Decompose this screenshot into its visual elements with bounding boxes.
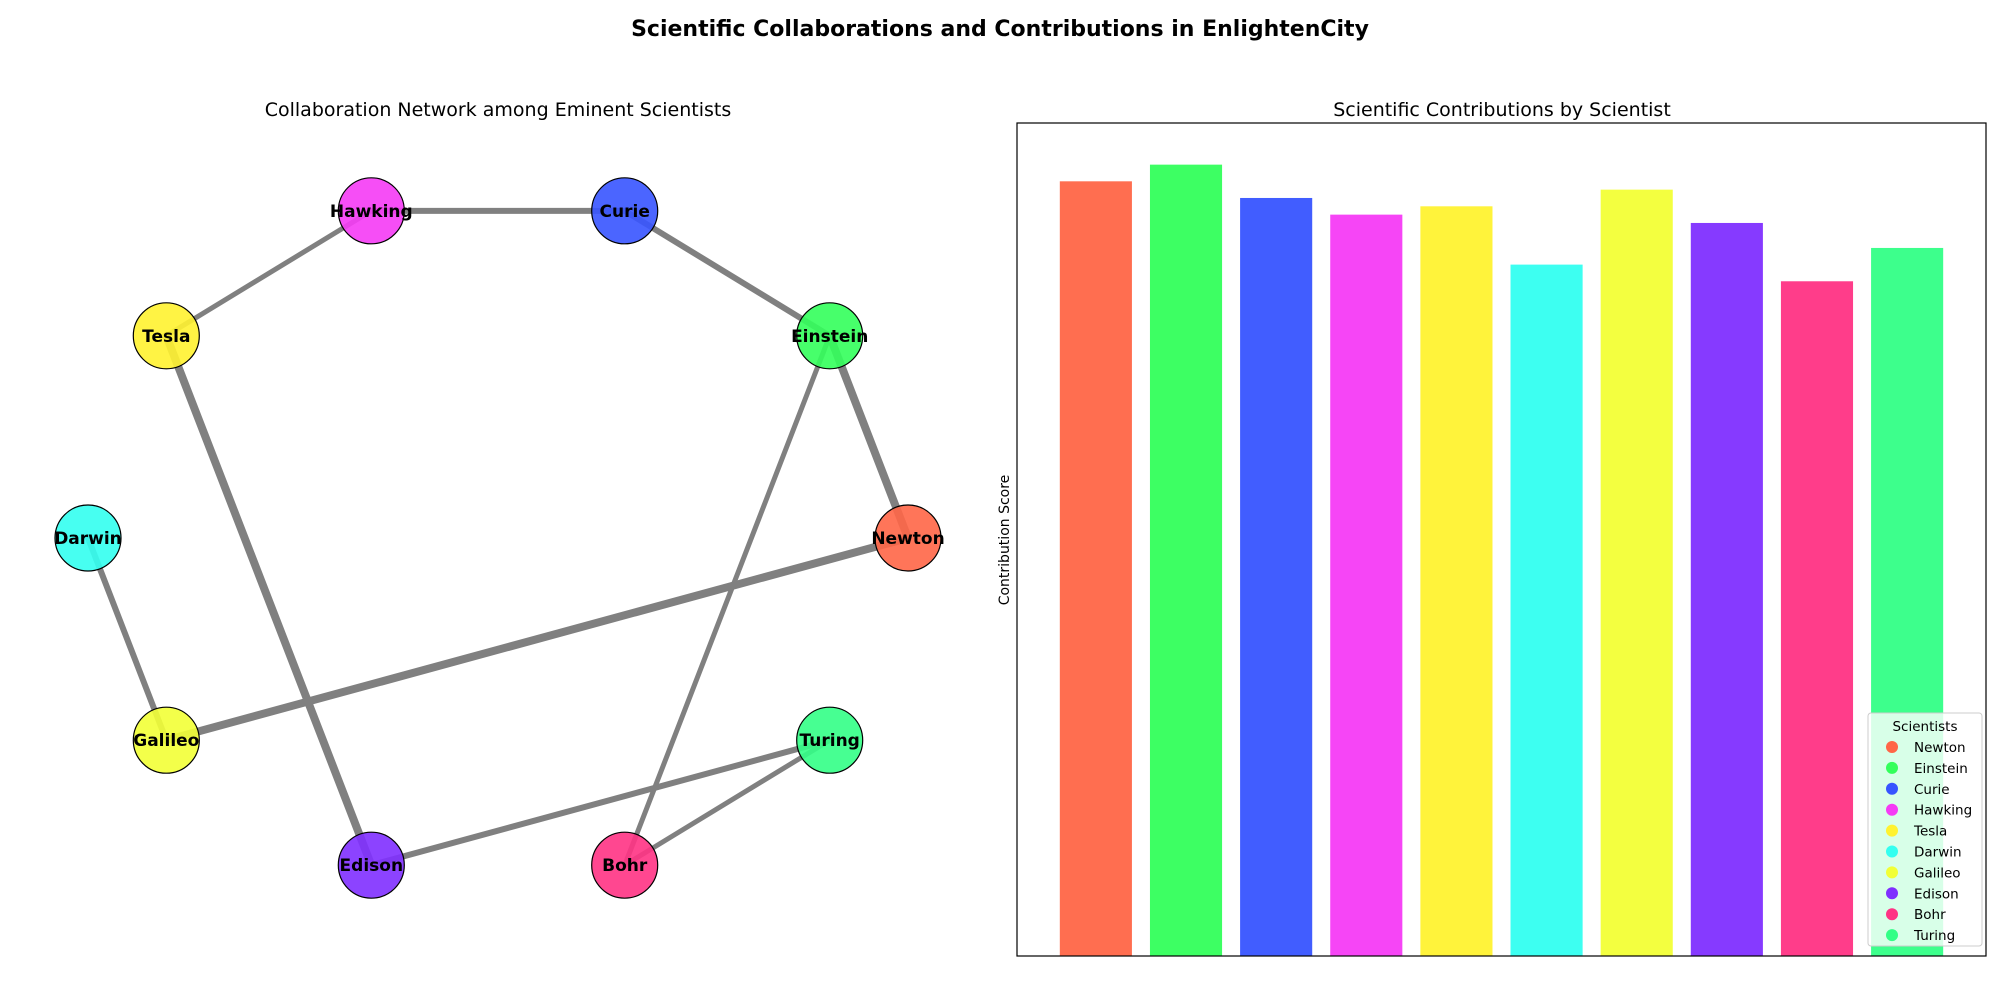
node-einstein <box>796 302 864 370</box>
node-label-curie: Curie <box>600 202 650 222</box>
node-label-hawking: Hawking <box>330 202 413 222</box>
node-label-einstein: Einstein <box>791 327 868 347</box>
node-newton <box>874 504 942 572</box>
bar-einstein <box>1149 164 1223 956</box>
bar-title: Scientific Contributions by Scientist <box>1333 99 1671 121</box>
node-edison <box>337 831 405 899</box>
node-label-turing: Turing <box>800 731 860 751</box>
plot-frame <box>1016 122 1987 957</box>
bar-curie <box>1240 197 1313 957</box>
edge-edison-turing <box>368 737 833 869</box>
edge-einstein-bohr <box>622 333 833 868</box>
node-tesla <box>132 302 200 370</box>
edge-tesla-hawking <box>163 208 374 339</box>
edge-curie-einstein <box>621 207 833 339</box>
node-label-bohr: Bohr <box>602 856 648 876</box>
bar-panel: Scientific Contributions by Scientist Co… <box>997 99 1987 957</box>
node-label-galileo: Galileo <box>133 731 199 751</box>
legend-marker-edison <box>1886 887 1898 900</box>
bar-tesla <box>1420 206 1493 957</box>
legend-label-newton: Newton <box>1914 740 1966 756</box>
legend-label-galileo: Galileo <box>1914 865 1961 881</box>
legend-marker-newton <box>1886 741 1898 753</box>
edge-bohr-turing <box>622 737 833 868</box>
bar-galileo <box>1600 189 1673 956</box>
legend-marker-tesla <box>1886 824 1898 837</box>
legend-marker-hawking <box>1886 803 1898 816</box>
legend-marker-curie <box>1886 782 1898 795</box>
legend-marker-galileo <box>1886 866 1898 879</box>
bar-edison <box>1690 222 1763 956</box>
legend-label-bohr: Bohr <box>1914 907 1946 923</box>
legend-title: Scientists <box>1892 719 1957 735</box>
y-axis-label: Contribution Score <box>997 475 1013 606</box>
node-hawking <box>337 177 405 245</box>
edge-galileo-newton <box>162 534 912 745</box>
network-panel: Collaboration Network among Eminent Scie… <box>54 99 945 899</box>
node-label-darwin: Darwin <box>54 529 122 549</box>
node-bohr <box>591 831 659 899</box>
node-turing <box>796 706 864 774</box>
legend-marker-turing <box>1886 929 1898 942</box>
network-nodes: Newton Einstein Curie Hawking Tesla Darwin Gal… <box>54 177 945 899</box>
legend-label-darwin: Darwin <box>1914 845 1962 861</box>
node-label-newton: Newton <box>871 529 944 549</box>
legend-entries: Newton Einstein Curie Hawking Tesla Darwin Gal… <box>1886 740 1972 944</box>
legend-label-tesla: Tesla <box>1913 824 1947 840</box>
legend-label-einstein: Einstein <box>1914 761 1968 777</box>
bar-darwin <box>1510 264 1583 956</box>
bar-newton <box>1059 181 1132 956</box>
network-edges <box>85 207 912 870</box>
node-curie <box>591 177 659 245</box>
node-label-edison: Edison <box>340 856 404 876</box>
node-darwin <box>54 504 122 572</box>
legend-label-edison: Edison <box>1914 886 1959 902</box>
edge-einstein-newton <box>825 331 912 542</box>
legend-label-hawking: Hawking <box>1914 803 1972 819</box>
legend-marker-darwin <box>1886 845 1898 858</box>
node-galileo <box>132 706 200 774</box>
legend-label-curie: Curie <box>1914 782 1950 798</box>
edge-tesla-edison <box>162 331 376 870</box>
legend-marker-bohr <box>1886 908 1898 921</box>
legend-marker-einstein <box>1886 761 1898 774</box>
network-title: Collaboration Network among Eminent Scie… <box>265 99 732 121</box>
figure-suptitle: Scientific Collaborations and Contributi… <box>631 17 1369 42</box>
bar-hawking <box>1330 214 1403 956</box>
bar-bohr <box>1780 281 1854 956</box>
legend-label-turing: Turing <box>1913 928 1955 944</box>
node-label-tesla: Tesla <box>142 327 190 347</box>
bars <box>1059 164 1944 957</box>
legend: Scientists Newton Einstein Curie Hawking Tes… <box>1867 712 1983 947</box>
edge-darwin-galileo <box>85 535 170 744</box>
